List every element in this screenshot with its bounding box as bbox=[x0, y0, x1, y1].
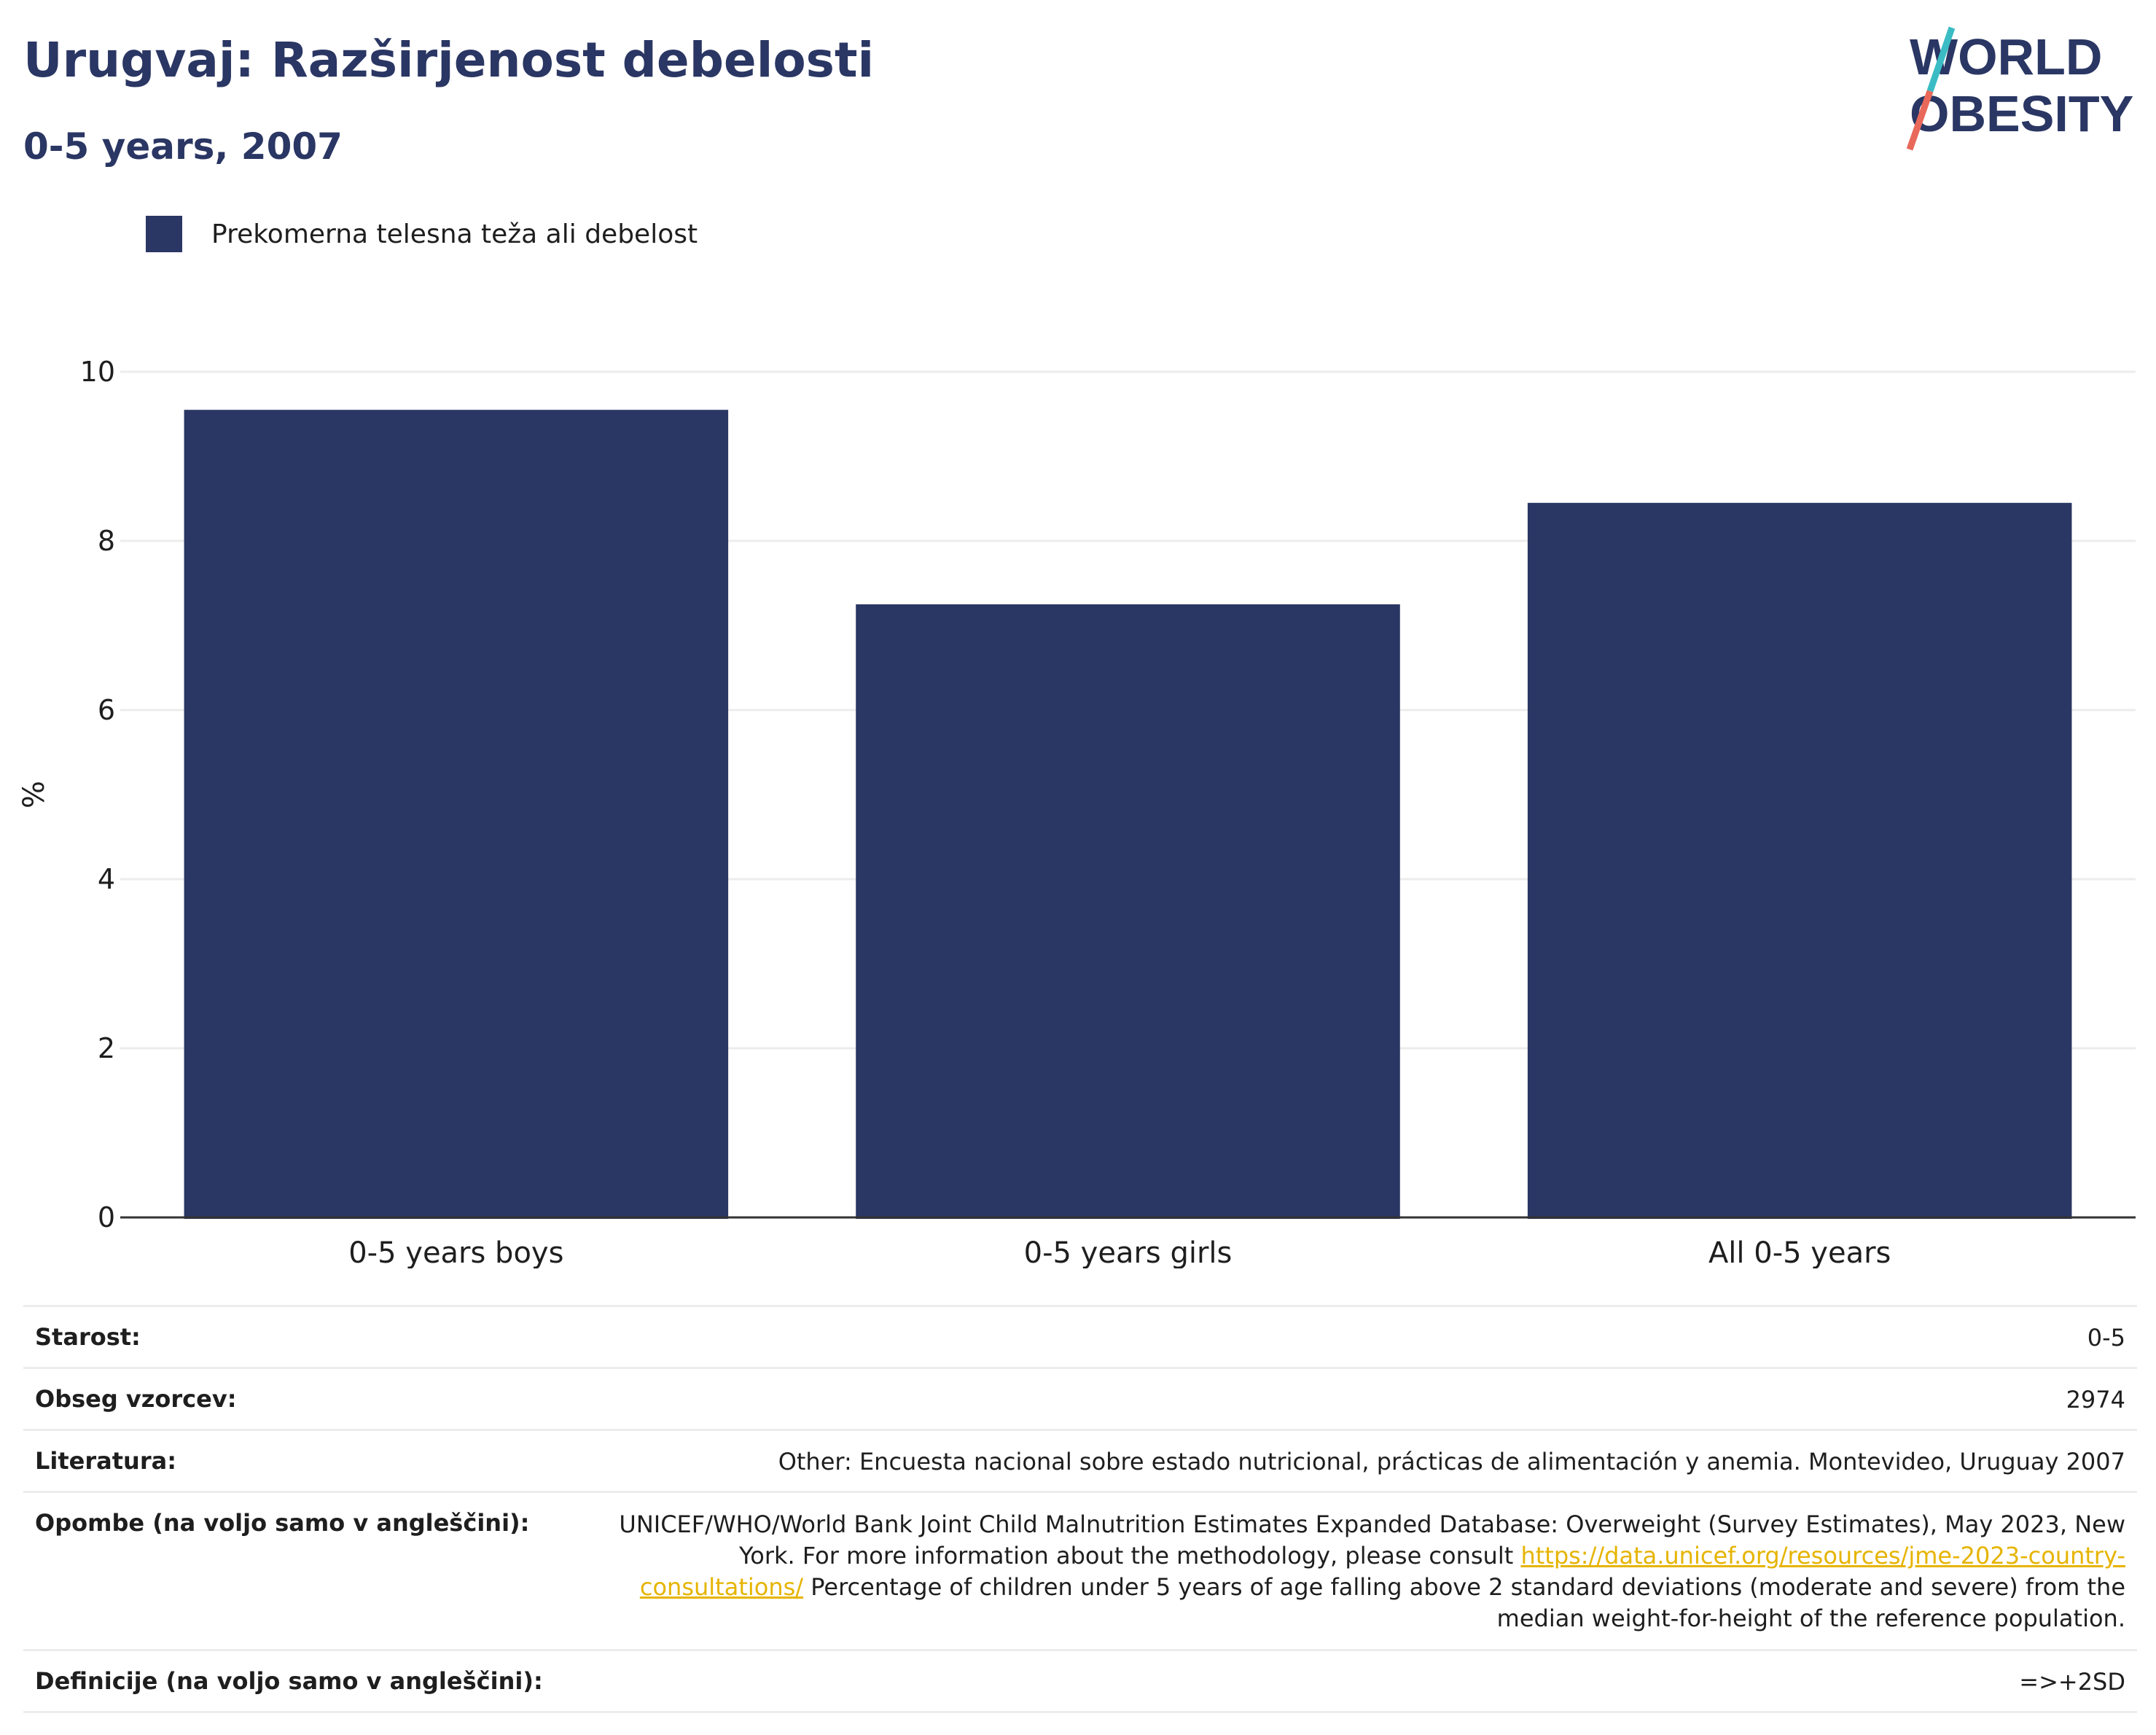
x-tick-label: All 0-5 years bbox=[1708, 1236, 1891, 1268]
info-value: Other: Encuesta nacional sobre estado nu… bbox=[778, 1448, 2125, 1475]
info-label: Obseg vzorcev: bbox=[35, 1385, 237, 1413]
y-axis-label: % bbox=[17, 781, 51, 808]
info-row-literature: Literatura: Other: Encuesta nacional sob… bbox=[23, 1429, 2137, 1491]
info-row-notes: Opombe (na voljo samo v angleščini): UNI… bbox=[23, 1491, 2137, 1649]
info-table: Starost: 0-5 Obseg vzorcev: 2974 Literat… bbox=[23, 1305, 2137, 1713]
x-tick-label: 0-5 years boys bbox=[348, 1236, 563, 1268]
info-value: =>+2SD bbox=[2019, 1668, 2125, 1696]
chart-subtitle: 0-5 years, 2007 bbox=[23, 125, 343, 168]
chart-title: Urugvaj: Razširjenost debelosti bbox=[23, 32, 875, 88]
x-tick-labels: 0-5 years boys 0-5 years girls All 0-5 yea… bbox=[348, 1236, 1891, 1268]
y-tick-labels: 0 2 4 6 8 10 bbox=[80, 356, 115, 1233]
bar bbox=[184, 410, 729, 1220]
y-tick-label: 2 bbox=[98, 1032, 115, 1064]
bar bbox=[856, 604, 1400, 1219]
bar-chart: 0 2 4 6 8 10 0-5 years boys 0-5 years girls All… bbox=[17, 356, 2136, 1268]
info-row-definitions: Definicije (na voljo samo v angleščini):… bbox=[23, 1649, 2137, 1713]
y-tick-label: 4 bbox=[98, 863, 115, 895]
svg-text:OBESITY: OBESITY bbox=[1910, 85, 2133, 142]
info-label: Opombe (na voljo samo v angleščini): bbox=[35, 1509, 530, 1537]
info-value: 0-5 bbox=[2087, 1324, 2125, 1352]
bar bbox=[1527, 502, 2072, 1219]
info-value-notes: UNICEF/WHO/World Bank Joint Child Malnut… bbox=[595, 1509, 2125, 1634]
y-tick-label: 0 bbox=[98, 1201, 115, 1233]
info-label: Literatura: bbox=[35, 1447, 176, 1475]
y-tick-label: 10 bbox=[80, 356, 115, 388]
info-row-sample-size: Obseg vzorcev: 2974 bbox=[23, 1367, 2137, 1429]
bars bbox=[184, 410, 2072, 1220]
legend-label: Prekomerna telesna teža ali debelost bbox=[211, 219, 698, 249]
notes-text-pre: UNICEF/WHO/World Bank Joint Child Malnut… bbox=[619, 1510, 2125, 1570]
methodology-link[interactable]: https://data.unicef.org/resources/jme-20… bbox=[639, 1542, 2125, 1601]
chart-legend: Prekomerna telesna teža ali debelost bbox=[146, 216, 698, 252]
notes-text-post: Percentage of children under 5 years of … bbox=[803, 1573, 2125, 1632]
info-row-age: Starost: 0-5 bbox=[23, 1305, 2137, 1367]
legend-swatch bbox=[146, 216, 182, 252]
y-tick-label: 6 bbox=[98, 694, 115, 726]
info-label: Starost: bbox=[35, 1323, 141, 1351]
y-tick-label: 8 bbox=[98, 525, 115, 557]
x-tick-label: 0-5 years girls bbox=[1024, 1236, 1233, 1268]
info-label: Definicije (na voljo samo v angleščini): bbox=[35, 1667, 543, 1695]
world-obesity-logo: WORLD OBESITY bbox=[1906, 26, 2133, 151]
info-value: 2974 bbox=[2066, 1386, 2125, 1414]
